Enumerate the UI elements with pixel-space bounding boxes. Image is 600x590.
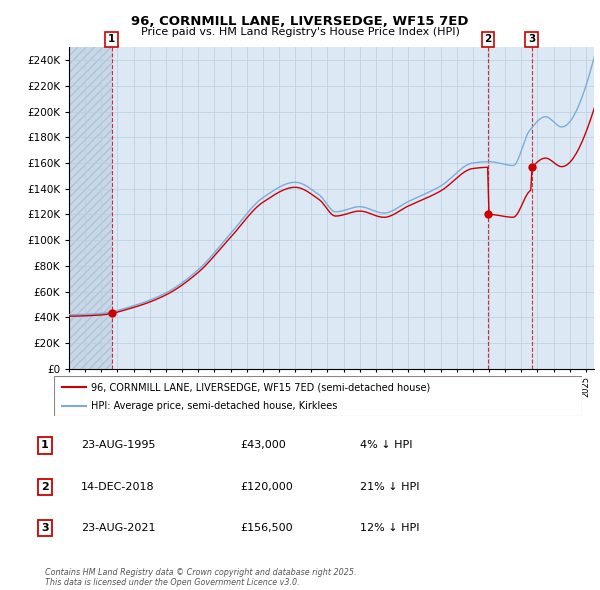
Text: 96, CORNMILL LANE, LIVERSEDGE, WF15 7ED: 96, CORNMILL LANE, LIVERSEDGE, WF15 7ED: [131, 15, 469, 28]
Text: HPI: Average price, semi-detached house, Kirklees: HPI: Average price, semi-detached house,…: [91, 401, 337, 411]
FancyBboxPatch shape: [54, 376, 582, 416]
Text: £43,000: £43,000: [240, 441, 286, 450]
Text: £156,500: £156,500: [240, 523, 293, 533]
Text: 3: 3: [41, 523, 49, 533]
Text: 1: 1: [108, 34, 115, 44]
Bar: [69, 47, 112, 369]
Text: 14-DEC-2018: 14-DEC-2018: [81, 482, 155, 491]
Text: 4% ↓ HPI: 4% ↓ HPI: [360, 441, 413, 450]
Text: 23-AUG-1995: 23-AUG-1995: [81, 441, 155, 450]
Text: Contains HM Land Registry data © Crown copyright and database right 2025.
This d: Contains HM Land Registry data © Crown c…: [45, 568, 356, 587]
Text: 3: 3: [528, 34, 535, 44]
Text: 2: 2: [41, 482, 49, 491]
Text: 2: 2: [485, 34, 492, 44]
Text: 96, CORNMILL LANE, LIVERSEDGE, WF15 7ED (semi-detached house): 96, CORNMILL LANE, LIVERSEDGE, WF15 7ED …: [91, 382, 430, 392]
Text: £120,000: £120,000: [240, 482, 293, 491]
Text: 12% ↓ HPI: 12% ↓ HPI: [360, 523, 419, 533]
Text: 21% ↓ HPI: 21% ↓ HPI: [360, 482, 419, 491]
Text: 1: 1: [41, 441, 49, 450]
Text: Price paid vs. HM Land Registry's House Price Index (HPI): Price paid vs. HM Land Registry's House …: [140, 27, 460, 37]
Text: 23-AUG-2021: 23-AUG-2021: [81, 523, 155, 533]
